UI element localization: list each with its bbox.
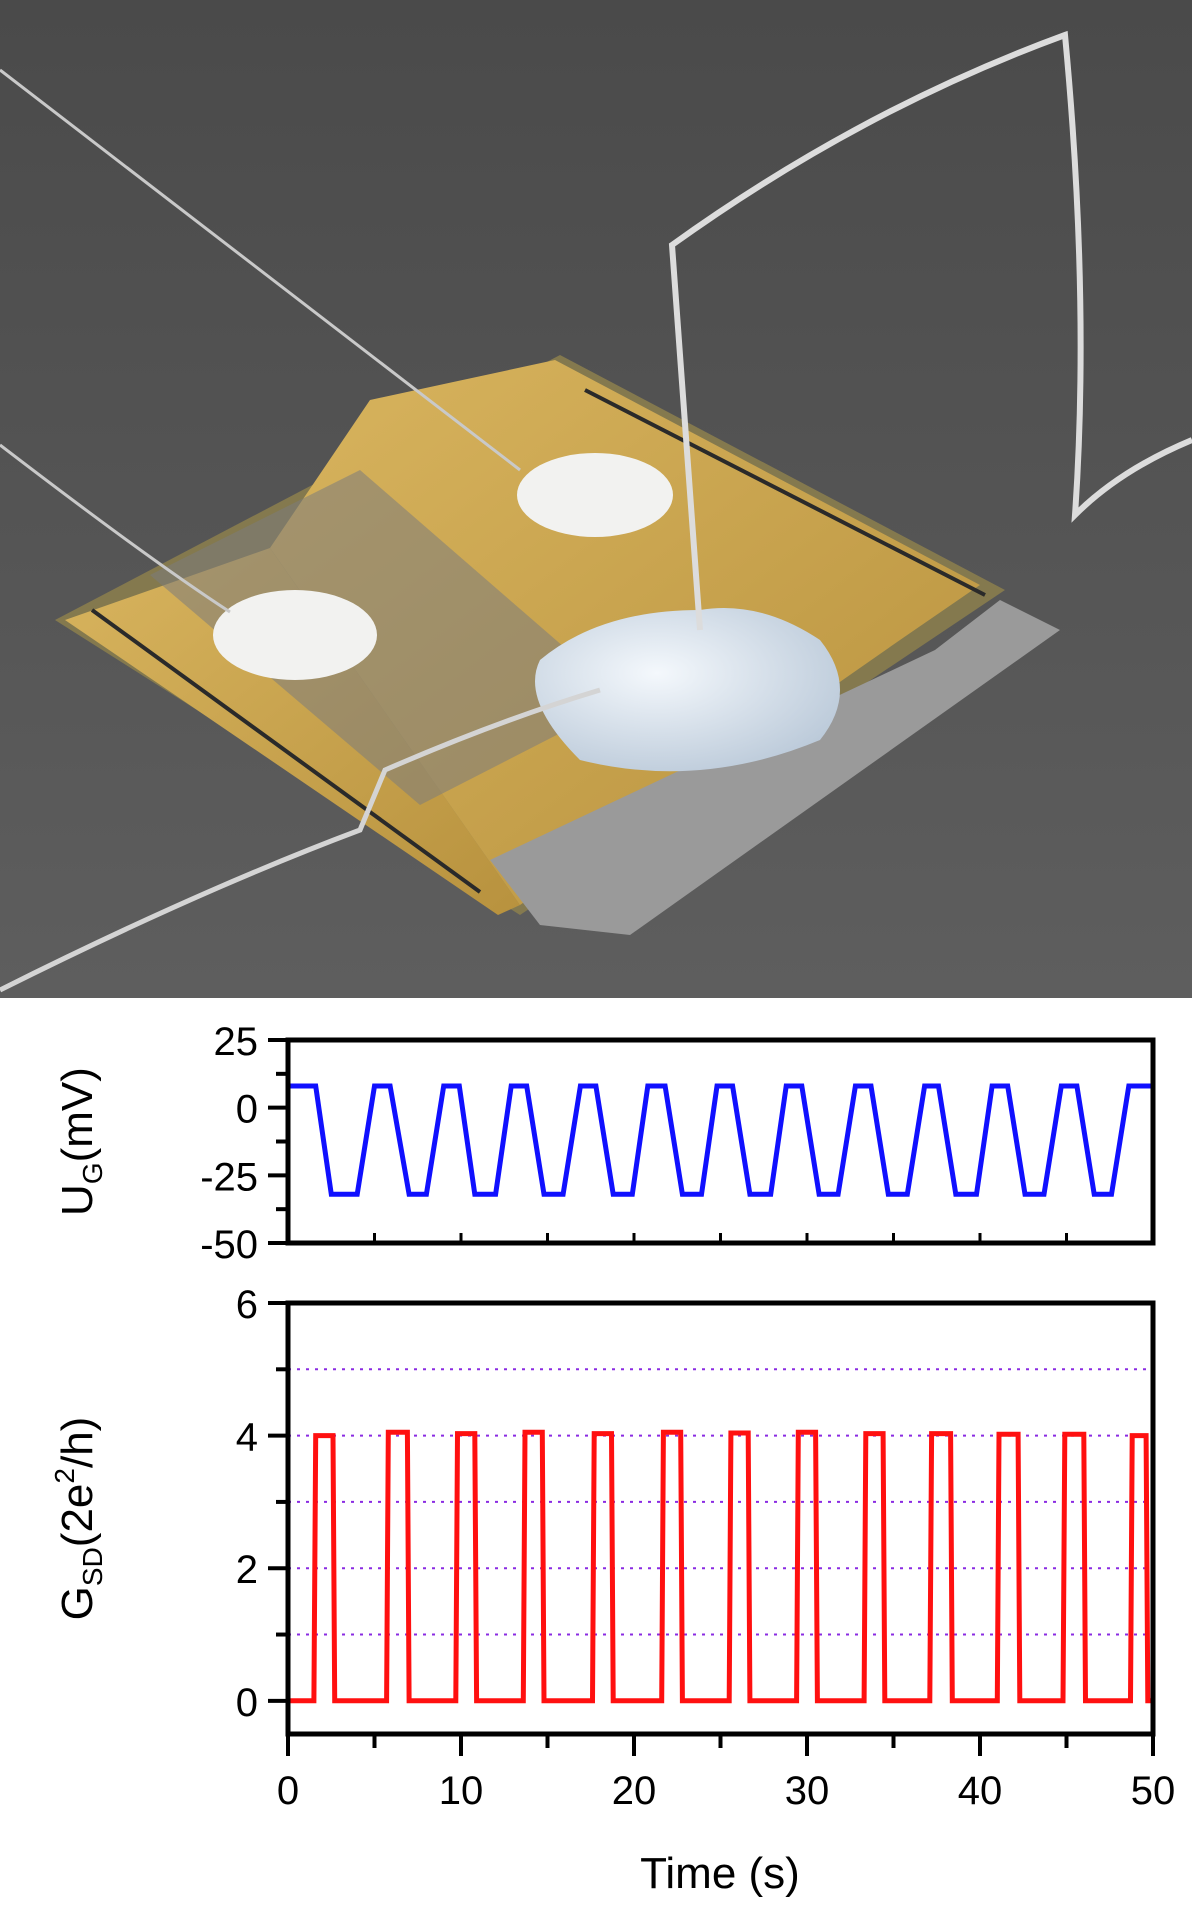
y-axis-label-sub: G [77, 1162, 108, 1184]
electrolyte-droplet [535, 608, 840, 772]
x-axis-label: Time (s) [640, 1849, 800, 1898]
y-axis-label-sub: SD [77, 1547, 108, 1586]
gate-voltage-panel: 25 0 -25 -50 UG(mV) [53, 1020, 1156, 1267]
chart-area: 25 0 -25 -50 UG(mV) 6 4 2 0 0 10 20 30 40 50 GSD(2e2/h… [0, 998, 1192, 1912]
y-axis-label-unit-pre: (2e [53, 1484, 102, 1548]
wire-gate-top [668, 30, 1192, 631]
x-tick-label: 10 [439, 1769, 484, 1813]
y-tick-label: -25 [200, 1155, 258, 1199]
x-tick-label: 0 [277, 1769, 299, 1813]
y-axis-label: UG(mV) [53, 1067, 108, 1216]
y-axis-label-sup: 2 [49, 1468, 80, 1484]
device-photo-svg [0, 0, 1192, 998]
series-line-0 [288, 1429, 1153, 1704]
x-tick-label: 30 [785, 1769, 830, 1813]
plot-frame [285, 1300, 1156, 1737]
wire-left-bottom [0, 443, 231, 614]
y-tick-label: 25 [214, 1020, 259, 1064]
y-tick-label: 6 [236, 1283, 258, 1327]
x-tick-label: 40 [958, 1769, 1003, 1813]
y-tick-label: 4 [236, 1416, 258, 1460]
electrode-edge-left [90, 608, 482, 894]
y-tick-label: 0 [236, 1681, 258, 1725]
y-axis-label-main: G [53, 1586, 102, 1620]
wire-left-top [0, 68, 521, 472]
device-photo [0, 0, 1192, 998]
wire-gate-bottom [0, 687, 601, 993]
contact-pad-right [517, 453, 673, 537]
y-tick-label: -50 [200, 1223, 258, 1267]
x-tick-label: 50 [1131, 1769, 1176, 1813]
y-axis-label-unit: (mV) [53, 1067, 102, 1162]
y-axis-label-unit-post: /h) [53, 1417, 102, 1468]
y-axis-label: GSD(2e2/h) [49, 1417, 108, 1621]
electrode-edge-right [584, 388, 986, 597]
y-axis-label-main: U [53, 1184, 102, 1216]
contact-pad-left [213, 590, 377, 680]
source-electrode [65, 548, 520, 915]
x-tick-label: 20 [612, 1769, 657, 1813]
series-line-0 [288, 1083, 1153, 1197]
glass-strip [490, 600, 1060, 935]
y-tick-label: 0 [236, 1088, 258, 1132]
y-tick-label: 2 [236, 1548, 258, 1592]
plot-frame [285, 1037, 1156, 1246]
